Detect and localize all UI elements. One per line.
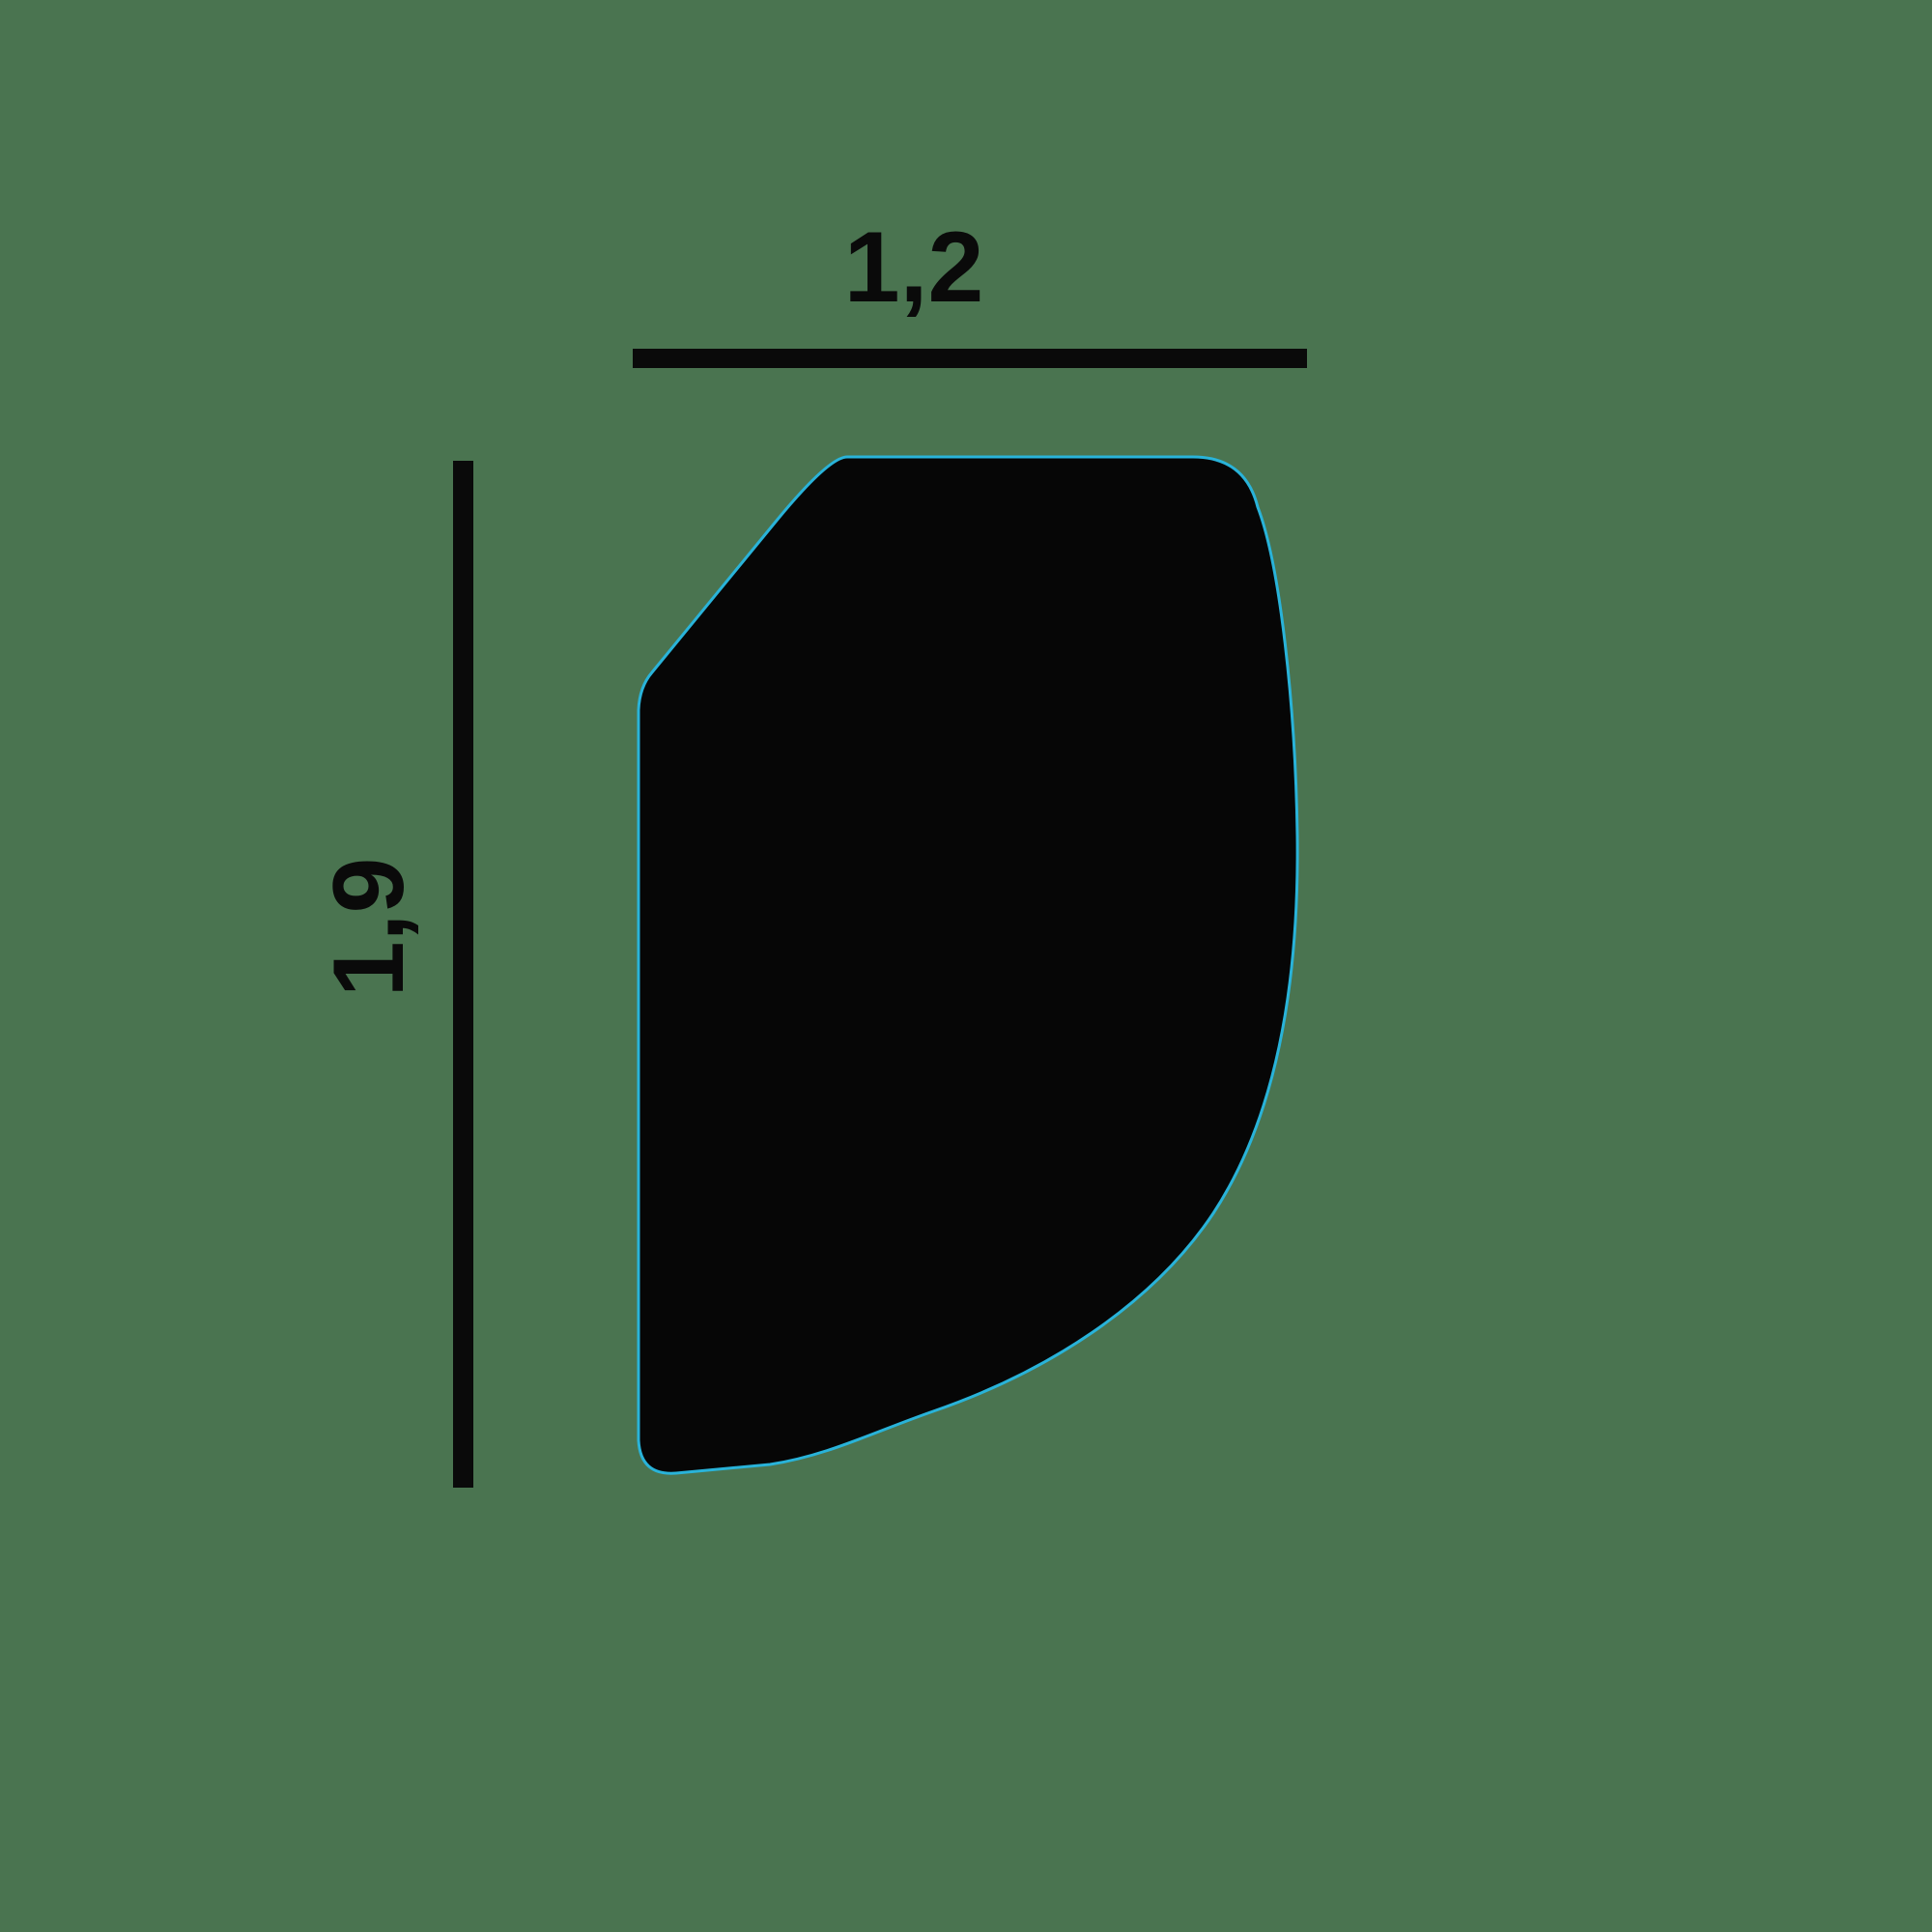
- width-dimension-label: 1,2: [844, 212, 984, 324]
- height-dimension-label: 1,9: [313, 858, 425, 998]
- width-dimension-line: [633, 349, 1307, 368]
- profile-shape: [637, 455, 1299, 1475]
- height-dimension-line: [453, 461, 473, 1488]
